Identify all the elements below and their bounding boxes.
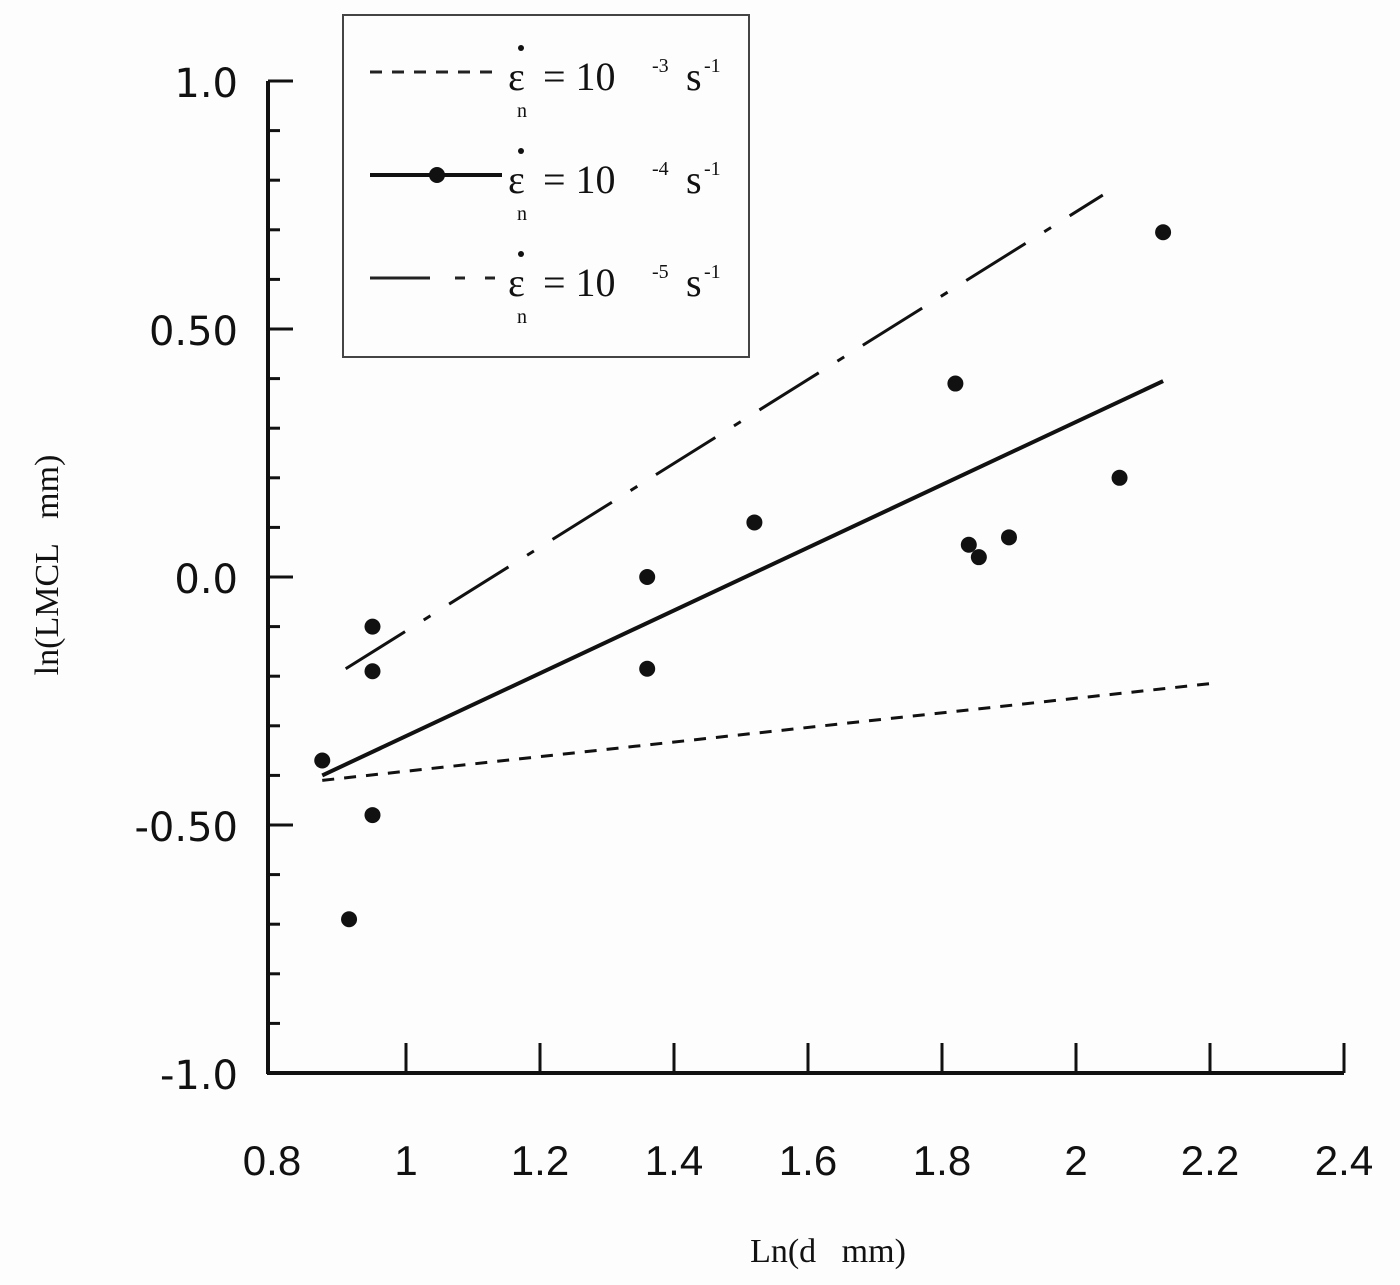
- y-tick-label: 0.0: [174, 557, 238, 603]
- legend-unit-exponent: -1: [704, 55, 721, 77]
- x-tick-label: 1: [394, 1137, 417, 1184]
- data-point: [1001, 529, 1017, 546]
- legend-entry-2: ε n = 10 -4 s -1: [508, 148, 721, 225]
- data-point: [1155, 224, 1172, 241]
- legend-subscript: n: [517, 203, 527, 225]
- fit-lines: [321, 193, 1211, 782]
- legend-unit: s: [686, 157, 702, 202]
- fit-line-1: [322, 682, 1211, 782]
- legend-subscript: n: [517, 306, 527, 328]
- legend-marker: [429, 167, 445, 183]
- x-axis-title: Ln(d mm): [750, 1233, 906, 1270]
- x-tick-label: 1.4: [645, 1137, 703, 1184]
- y-tick-label: -1.0: [160, 1053, 238, 1099]
- y-axis-title: ln(LMCL mm): [29, 455, 66, 676]
- legend-symbol: ε: [508, 260, 525, 305]
- data-point: [364, 618, 381, 635]
- legend-unit: s: [686, 54, 702, 99]
- legend-symbol: ε: [508, 157, 525, 202]
- legend-equation: = 10: [543, 157, 616, 202]
- y-tick-label: 0.50: [149, 309, 238, 355]
- legend-equation: = 10: [543, 54, 616, 99]
- legend-equation: = 10: [543, 260, 616, 305]
- legend-subscript: n: [517, 100, 527, 122]
- data-point: [341, 911, 358, 928]
- legend-symbol: ε: [508, 54, 525, 99]
- x-tick-label: 2.4: [1315, 1137, 1373, 1184]
- legend-exponent: -4: [652, 158, 669, 180]
- x-tick-label: 1.8: [913, 1137, 971, 1184]
- x-tick-label: 2: [1064, 1137, 1087, 1184]
- data-point: [364, 807, 381, 824]
- legend-unit-exponent: -1: [704, 158, 721, 180]
- data-point: [364, 663, 381, 680]
- y-tick-label: -0.50: [135, 805, 239, 851]
- data-point: [639, 569, 656, 585]
- legend-entry-1: ε n = 10 -3 s -1: [508, 45, 721, 122]
- data-point: [970, 549, 987, 566]
- data-point: [314, 752, 331, 769]
- legend-unit: s: [686, 260, 702, 305]
- x-tick-label: 0.8: [243, 1137, 301, 1184]
- legend-entry-3: ε n = 10 -5 s -1: [508, 251, 721, 328]
- fit-line-3: [344, 193, 1104, 671]
- data-point: [746, 514, 763, 531]
- ticks: 1.0 0.50 0.0 -0.50 -1.00.8 1 1.2 1.4 1.6 1.8 2 2.2 2…: [135, 61, 1374, 1184]
- data-point: [960, 536, 977, 553]
- x-tick-label: 2.2: [1181, 1137, 1239, 1184]
- data-points: [314, 224, 1172, 928]
- data-point: [1111, 469, 1128, 486]
- legend-exponent: -5: [652, 261, 669, 283]
- legend-box: [342, 14, 750, 358]
- legend: ε n = 10 -3 s -1 ε n = 10 -4 s -1 ε n = …: [342, 14, 750, 358]
- x-tick-label: 1.2: [511, 1137, 569, 1184]
- data-point: [947, 375, 964, 392]
- legend-exponent: -3: [652, 55, 669, 77]
- x-tick-label: 1.6: [779, 1137, 837, 1184]
- fit-line-2: [321, 379, 1164, 778]
- y-tick-label: 1.0: [174, 61, 238, 107]
- legend-unit-exponent: -1: [704, 261, 721, 283]
- data-point: [639, 660, 656, 677]
